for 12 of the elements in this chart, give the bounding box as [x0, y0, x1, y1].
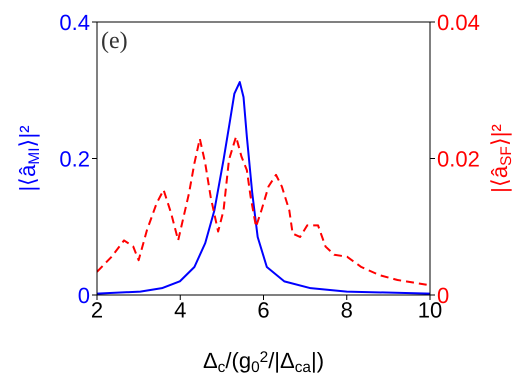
y-tick-label: 0.4 — [59, 10, 90, 35]
y2-tick-label: 0.04 — [437, 10, 480, 35]
x-tick-label: 4 — [174, 298, 186, 323]
line-series — [97, 136, 428, 286]
annotation: (e) — [101, 28, 128, 54]
x-tick-label: 6 — [257, 298, 270, 323]
x-axis-title: Δ$_{c}$/(g$_{0}$$^{2}$/|Δ$_{ca}$|) — [202, 348, 324, 376]
x-tick-label: 2 — [90, 298, 104, 323]
y-tick-label: 0 — [78, 282, 90, 308]
x-tick-label: 8 — [340, 298, 353, 323]
y-tick-label: 0.2 — [59, 146, 90, 172]
y2-tick-label: 0.02 — [437, 146, 480, 172]
